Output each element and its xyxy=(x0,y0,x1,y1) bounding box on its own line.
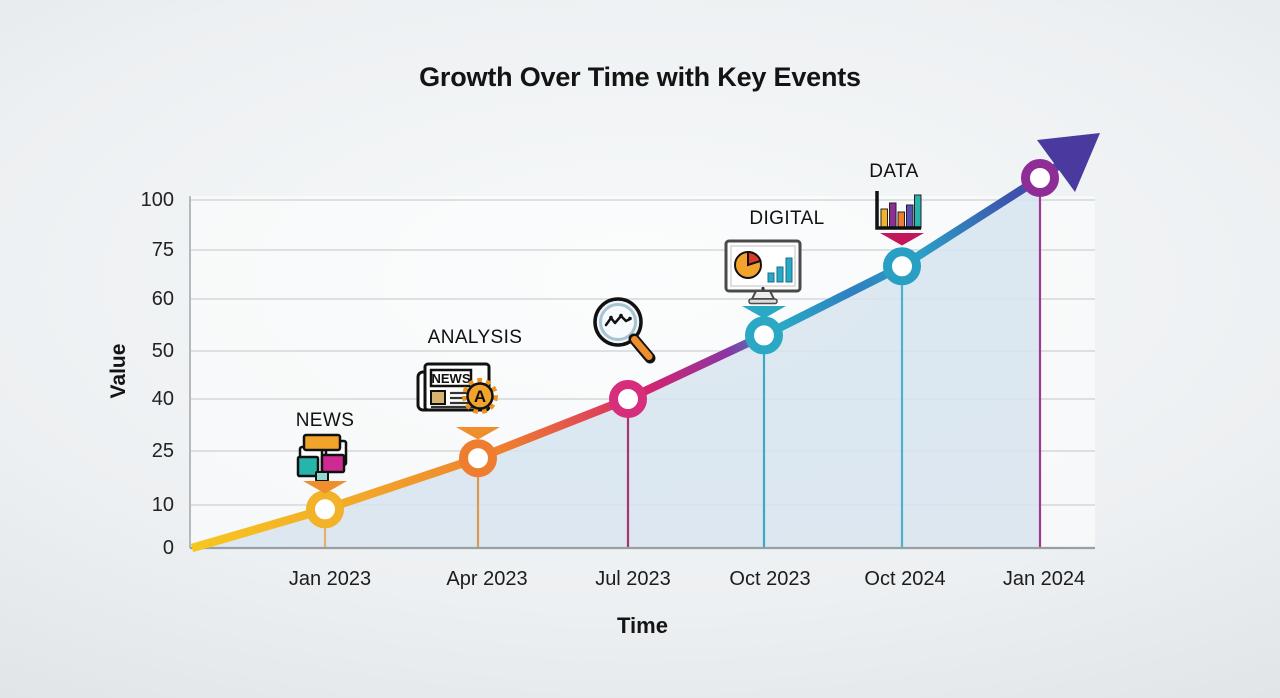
svg-text:NEWS: NEWS xyxy=(432,371,471,386)
bar-chart-icon xyxy=(875,191,922,230)
growth-line xyxy=(190,159,1065,553)
x-tick-oct-2023: Oct 2023 xyxy=(729,568,811,590)
data-point-marker xyxy=(745,316,783,355)
event-label-digital: DIGITAL xyxy=(749,208,825,229)
event-label-analysis: ANALYSIS xyxy=(427,327,523,348)
x-tick-apr-2023: Apr 2023 xyxy=(446,568,528,590)
x-axis-title: Time xyxy=(617,613,668,638)
event-pointer-digital xyxy=(742,306,786,319)
data-point-marker xyxy=(609,380,647,418)
data-point-marker xyxy=(1021,159,1059,197)
event-label-news: NEWS xyxy=(295,410,355,431)
y-tick-10: 10 xyxy=(151,494,174,516)
area-fill xyxy=(192,178,1040,548)
data-point-marker xyxy=(883,247,921,286)
x-tick-jan-2023: Jan 2023 xyxy=(288,568,372,590)
x-tick-jan-2024: Jan 2024 xyxy=(1002,568,1086,590)
x-tick-jul-2023: Jul 2023 xyxy=(595,568,671,590)
newspaper-gear-icon: NEWS A xyxy=(416,362,498,414)
data-point-marker xyxy=(459,439,497,478)
event-pointer-news xyxy=(303,481,347,494)
y-tick-40: 40 xyxy=(151,388,174,410)
x-tick-oct-2024: Oct 2024 xyxy=(864,568,946,590)
y-tick-75: 75 xyxy=(151,239,174,261)
y-tick-25: 25 xyxy=(151,440,174,462)
magnifier-trend-icon xyxy=(593,297,656,364)
event-label-data: DATA xyxy=(869,161,919,182)
diagram-blocks-icon xyxy=(296,433,348,482)
y-tick-60: 60 xyxy=(151,288,174,310)
y-tick-0: 0 xyxy=(162,537,174,559)
event-pointer-analysis xyxy=(456,427,500,440)
monitor-analytics-icon xyxy=(724,239,802,305)
y-tick-100: 100 xyxy=(140,189,174,211)
trend-arrow-icon xyxy=(1037,133,1100,192)
y-tick-50: 50 xyxy=(151,340,174,362)
chart-title: Growth Over Time with Key Events xyxy=(419,62,861,92)
data-point-marker xyxy=(306,490,344,529)
event-pointer-data xyxy=(880,233,924,246)
svg-text:A: A xyxy=(474,387,486,406)
